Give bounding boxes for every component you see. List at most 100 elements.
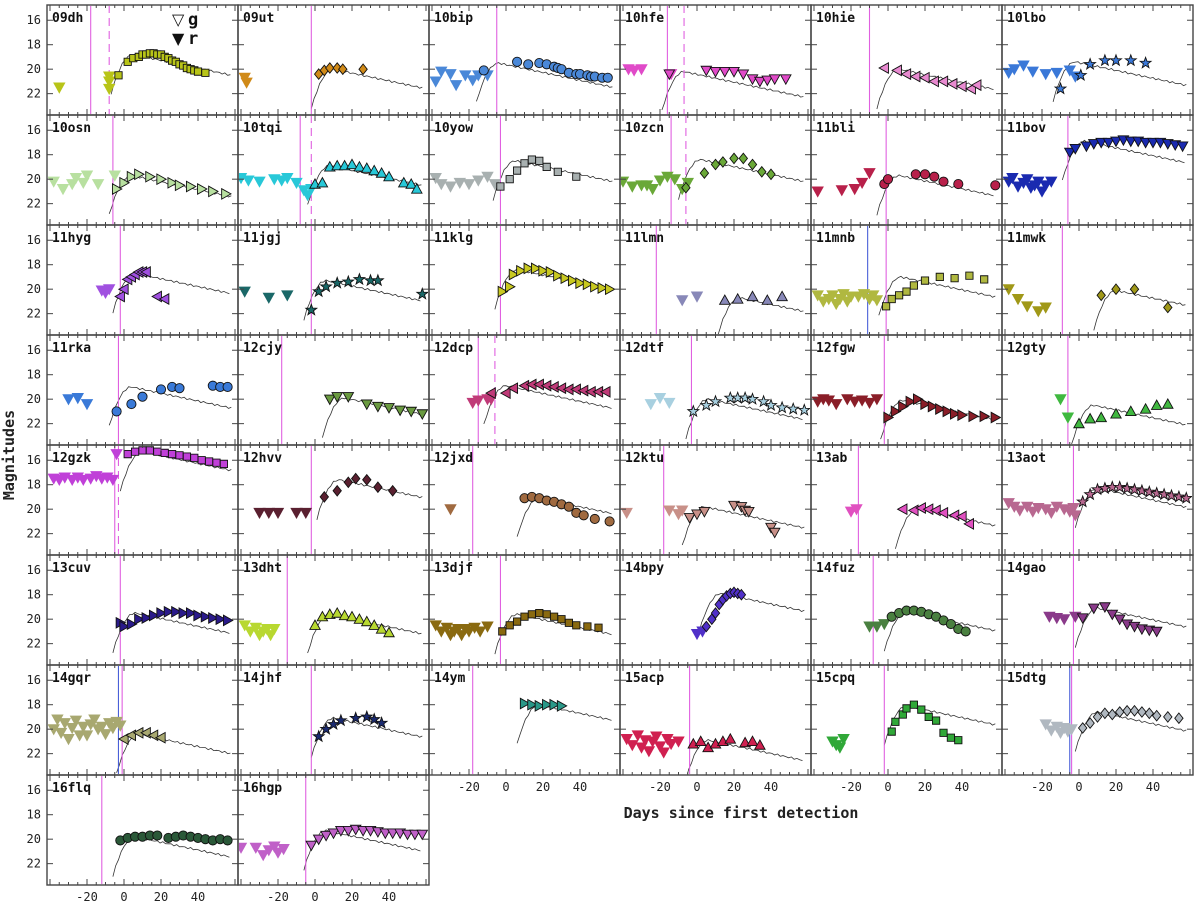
data-point	[1100, 707, 1110, 720]
data-point	[736, 588, 747, 601]
data-point	[708, 394, 723, 408]
y-tick-label: 22	[27, 87, 41, 101]
upper-limit-marker	[1045, 176, 1058, 188]
x-tick-label: -20	[649, 780, 671, 794]
data-point	[527, 698, 539, 711]
data-point	[602, 72, 613, 83]
upper-limit-marker	[1039, 69, 1052, 81]
y-tick-label: 22	[27, 637, 41, 651]
data-point	[564, 618, 573, 627]
data-point	[330, 276, 344, 289]
data-point	[909, 700, 918, 709]
upper-limit-marker	[435, 179, 448, 191]
panel-12fgw: 12fgw	[810, 334, 1003, 446]
upper-limit-marker	[77, 721, 90, 733]
y-tick-label: 20	[27, 612, 41, 626]
data-point	[718, 294, 731, 305]
template-curve	[310, 716, 423, 758]
upper-limit-marker	[473, 626, 487, 638]
data-point	[1124, 53, 1138, 67]
data-point	[1139, 137, 1152, 149]
legend-label: g	[188, 10, 198, 30]
data-point	[955, 80, 967, 93]
data-point	[939, 728, 948, 737]
x-tick-label: 20	[727, 780, 741, 794]
panel-15cpq: 15cpq -20 0 20 40	[810, 664, 1003, 794]
upper-limit-marker	[95, 721, 108, 733]
upper-limit-marker	[54, 727, 68, 739]
upper-limit-marker	[62, 734, 75, 746]
upper-limit-marker	[51, 714, 64, 726]
data-point	[193, 67, 203, 76]
data-point	[1144, 707, 1155, 720]
upper-limit-marker	[257, 850, 270, 862]
data-point	[953, 179, 964, 190]
data-point	[1110, 136, 1122, 148]
data-point	[898, 400, 909, 413]
data-point	[887, 294, 896, 304]
data-point	[485, 387, 496, 400]
upper-limit-marker	[668, 174, 681, 186]
template-curve	[476, 62, 613, 102]
upper-limit-marker	[870, 621, 884, 633]
panel-title: 12gzk	[52, 451, 91, 466]
data-point	[527, 610, 536, 619]
panel-10zcn: 10zcn	[619, 114, 812, 226]
data-point	[578, 510, 589, 521]
data-point	[1107, 708, 1118, 721]
panel-title: 09ut	[243, 11, 274, 26]
y-tick-label: 18	[27, 38, 41, 52]
upper-limit-marker	[848, 184, 861, 196]
upper-limit-marker	[1008, 501, 1021, 513]
data-point	[747, 158, 758, 171]
upper-limit-marker	[69, 715, 83, 727]
data-point	[797, 403, 810, 416]
data-point	[1084, 412, 1097, 424]
data-point	[350, 472, 361, 485]
x-tick-label: 40	[764, 780, 778, 794]
upper-limit-marker	[114, 720, 127, 732]
panel-title: 15acp	[625, 671, 664, 686]
upper-limit-marker	[676, 295, 689, 307]
template-curve	[717, 297, 804, 334]
template-curve	[698, 592, 805, 634]
data-point	[937, 75, 949, 88]
data-point	[909, 281, 918, 290]
data-point	[786, 401, 800, 415]
data-point	[312, 834, 325, 846]
panel-11hyg: 11hyg 16 18 20 22	[27, 224, 239, 336]
data-point	[1080, 141, 1093, 153]
data-point	[319, 279, 333, 293]
upper-limit-marker	[290, 177, 303, 189]
data-point	[729, 152, 739, 165]
upper-limit-marker	[1032, 176, 1045, 188]
upper-limit-marker	[91, 179, 105, 191]
data-point	[513, 166, 522, 175]
data-point	[1122, 704, 1132, 717]
data-point	[553, 269, 564, 282]
data-point	[549, 698, 561, 711]
upper-limit-marker	[242, 175, 255, 187]
upper-limit-marker	[1067, 503, 1080, 515]
upper-limit-marker	[440, 622, 453, 634]
y-tick-label: 20	[27, 502, 41, 516]
data-point	[338, 609, 351, 621]
data-point	[895, 291, 904, 300]
data-point	[764, 398, 778, 412]
upper-limit-marker	[1069, 510, 1082, 522]
data-point	[1073, 417, 1085, 429]
upper-limit-marker	[830, 399, 843, 411]
data-point	[891, 717, 900, 726]
data-point	[1112, 480, 1127, 493]
data-point	[1151, 709, 1162, 722]
upper-limit-marker	[268, 841, 281, 853]
data-point	[197, 183, 208, 195]
panel-title: 10osn	[52, 121, 91, 136]
data-point	[123, 450, 132, 459]
y-tick-label: 18	[27, 258, 41, 272]
template-curve	[516, 703, 612, 744]
upper-limit-marker	[664, 738, 678, 751]
data-point	[891, 64, 902, 77]
upper-limit-marker	[77, 474, 90, 486]
